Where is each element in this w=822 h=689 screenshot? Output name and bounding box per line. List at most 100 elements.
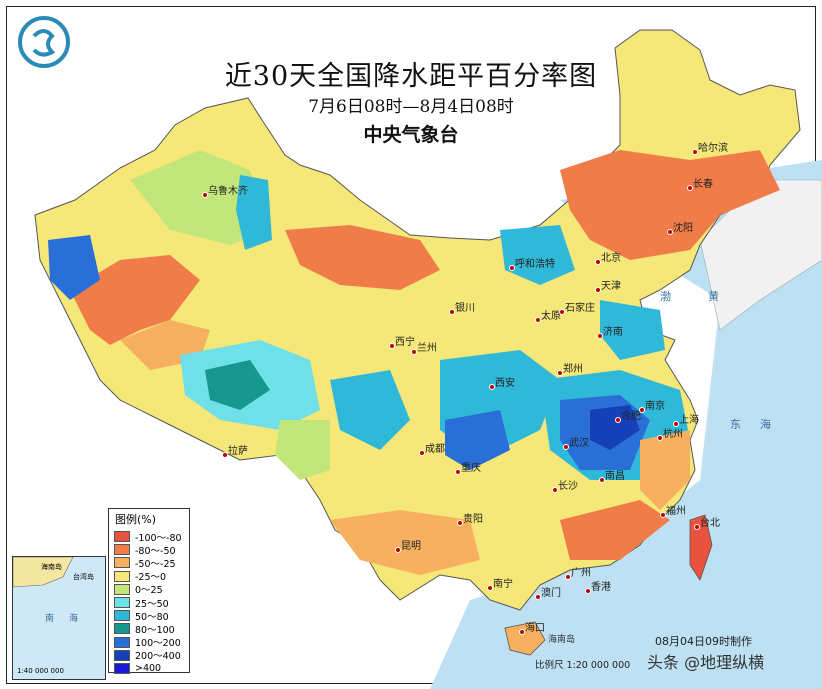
city-dot [489,384,495,390]
made-time: 08月04日09时制作 [655,635,752,648]
city-dot [222,452,228,458]
city-dot [694,524,700,530]
city-label: 哈尔滨 [698,143,728,154]
south-china-sea-inset: 海南岛 台湾岛 南 海 1:40 000 000 [12,556,106,680]
legend-swatch [114,649,130,661]
taiwan-island [689,514,713,581]
city-dot [395,547,401,553]
city-label: 杭州 [663,429,683,440]
legend-item: -100～-80 [114,530,189,544]
legend-item: -25～0 [114,570,189,583]
legend-swatch [114,531,130,543]
sea-label-east: 东 [730,418,741,431]
city-label: 广州 [571,568,591,579]
city-dot [595,287,601,293]
inset-scale: 1:40 000 000 [17,667,64,675]
city-label: 合肥 [621,411,641,422]
city-dot [595,259,601,265]
legend-label: 50～80 [135,611,169,623]
city-label: 南宁 [493,579,513,590]
inset-label-taiwan: 台湾岛 [73,572,94,581]
city-dot [599,477,605,483]
legend-item: -50～-25 [114,556,189,570]
legend-swatch [114,610,130,622]
legend-label: >400 [135,662,162,674]
legend-swatch [114,597,130,609]
legend-item: 80～100 [114,622,189,636]
city-label: 昆明 [401,541,421,552]
legend-swatch [114,623,130,635]
city-dot [660,512,666,518]
city-label: 太原 [541,311,561,322]
legend-swatch [114,544,130,556]
city-label: 济南 [603,327,623,338]
city-label: 重庆 [461,463,481,474]
city-label: 银川 [455,303,475,314]
legend-swatch [114,557,130,569]
city-label: 上海 [679,415,699,426]
legend: 图例(%) -100～-80 -80～-50 -50～-25 -25～0 0～25 25～… [108,508,190,675]
city-label: 澳门 [541,588,561,599]
legend-label: 200～400 [135,651,181,663]
city-label: 北京 [601,253,621,264]
legend-label: 100～200 [135,638,181,650]
inset-label-south: 南 [45,612,54,624]
legend-swatch [114,662,130,674]
legend-item: -80～-50 [114,543,189,557]
city-dot [419,450,425,456]
legend-item: >400 [114,662,189,675]
map-subtitle: 7月6日08时—8月4日08时 [308,97,514,117]
agency-label: 中央气象台 [363,124,459,146]
legend-item: 0～25 [114,583,189,596]
city-dot [202,192,208,198]
city-label: 武汉 [569,438,589,449]
legend-swatch [114,570,130,582]
city-label: 呼和浩特 [515,259,555,270]
city-dot [535,594,541,600]
legend-item: 100～200 [114,636,189,649]
precip-patches [48,150,780,575]
city-label: 天津 [601,281,621,292]
legend-label: -25～0 [135,572,167,584]
city-label: 乌鲁木齐 [208,186,248,197]
scale-label: 比例尺 1:20 000 000 [535,660,631,671]
city-label: 石家庄 [565,303,595,314]
city-label: 长沙 [558,481,578,492]
watermark: 头条 @地理纵横 [647,653,765,672]
city-dot [639,407,645,413]
city-label: 西安 [495,378,515,389]
city-dot [667,229,673,235]
city-dot [559,309,565,315]
city-dot [687,185,693,191]
city-dot [535,317,541,323]
city-label: 福州 [666,506,686,517]
city-dot [565,574,571,580]
city-dot [692,149,698,155]
sea-label-yellow: 黄 [708,289,719,303]
city-dot [585,588,591,594]
legend-item: 200～400 [114,649,189,662]
city-dot [552,487,558,493]
city-dot [563,444,569,450]
city-label: 兰州 [417,343,437,354]
city-dot [557,370,563,376]
city-label: 南昌 [605,471,625,482]
legend-label: 25～50 [135,598,169,610]
city-label: 西宁 [395,337,415,348]
island-label-hainan: 海南岛 [548,633,575,645]
cma-logo-icon [18,16,70,68]
city-dot [597,333,603,339]
sea-label-bohai: 渤 [660,290,671,303]
city-dot [455,469,461,475]
city-label: 贵阳 [463,514,483,525]
legend-label: 0～25 [135,585,163,597]
legend-item: 50～80 [114,609,189,623]
city-label: 拉萨 [228,446,248,457]
legend-swatch [114,583,130,595]
city-dot [389,343,395,349]
city-label: 南京 [645,401,665,412]
city-dot [449,309,455,315]
city-dot [673,421,679,427]
city-dot [615,417,621,423]
